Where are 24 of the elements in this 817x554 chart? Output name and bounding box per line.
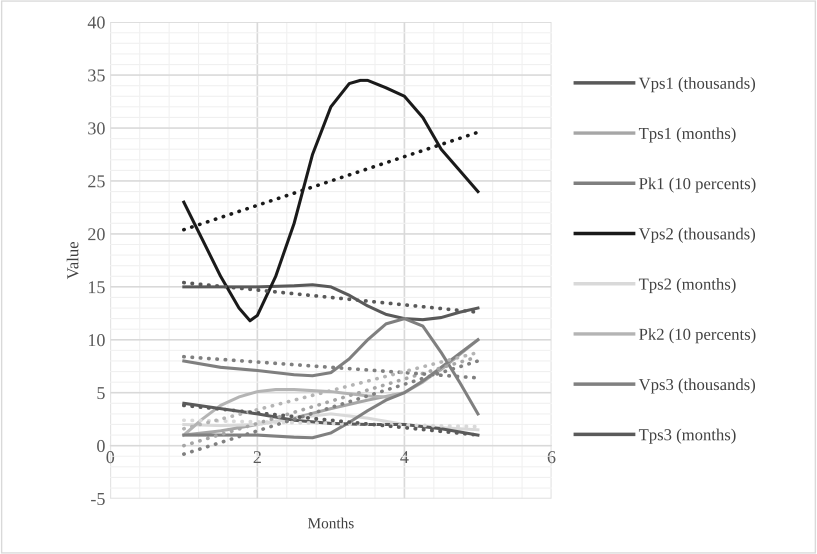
legend-label: Vps2 (thousands) xyxy=(638,228,756,243)
y-tick-label: 10 xyxy=(88,334,105,346)
legend-label: Vps3 (thousands) xyxy=(638,378,756,394)
y-tick-label: 35 xyxy=(88,69,105,82)
y-axis-title: Value xyxy=(66,242,79,280)
legend-label: Pk1 (10 percents) xyxy=(639,178,756,193)
legend-label: Pk2 (10 percents) xyxy=(639,328,756,344)
legend-label: Tps3 (months) xyxy=(638,428,736,444)
x-tick-label: 0 xyxy=(106,451,114,464)
x-tick-label: 2 xyxy=(254,451,261,464)
y-tick-label: 25 xyxy=(88,175,105,188)
legend-label: Tps2 (months) xyxy=(638,278,736,294)
y-tick-label: 15 xyxy=(88,281,105,294)
y-tick-label: -5 xyxy=(91,493,105,506)
y-tick-label: 5 xyxy=(97,387,105,400)
legend-label: Vps1 (thousands) xyxy=(638,77,756,92)
x-axis-title: Months xyxy=(308,518,354,528)
x-tick-label: 4 xyxy=(400,451,409,464)
y-tick-label: 40 xyxy=(88,16,105,29)
x-tick-label: 6 xyxy=(548,451,556,464)
y-tick-label: 20 xyxy=(88,228,105,240)
legend-label: Tps1 (months) xyxy=(638,127,736,142)
y-tick-label: 0 xyxy=(97,440,105,452)
y-tick-label: 30 xyxy=(88,122,105,134)
